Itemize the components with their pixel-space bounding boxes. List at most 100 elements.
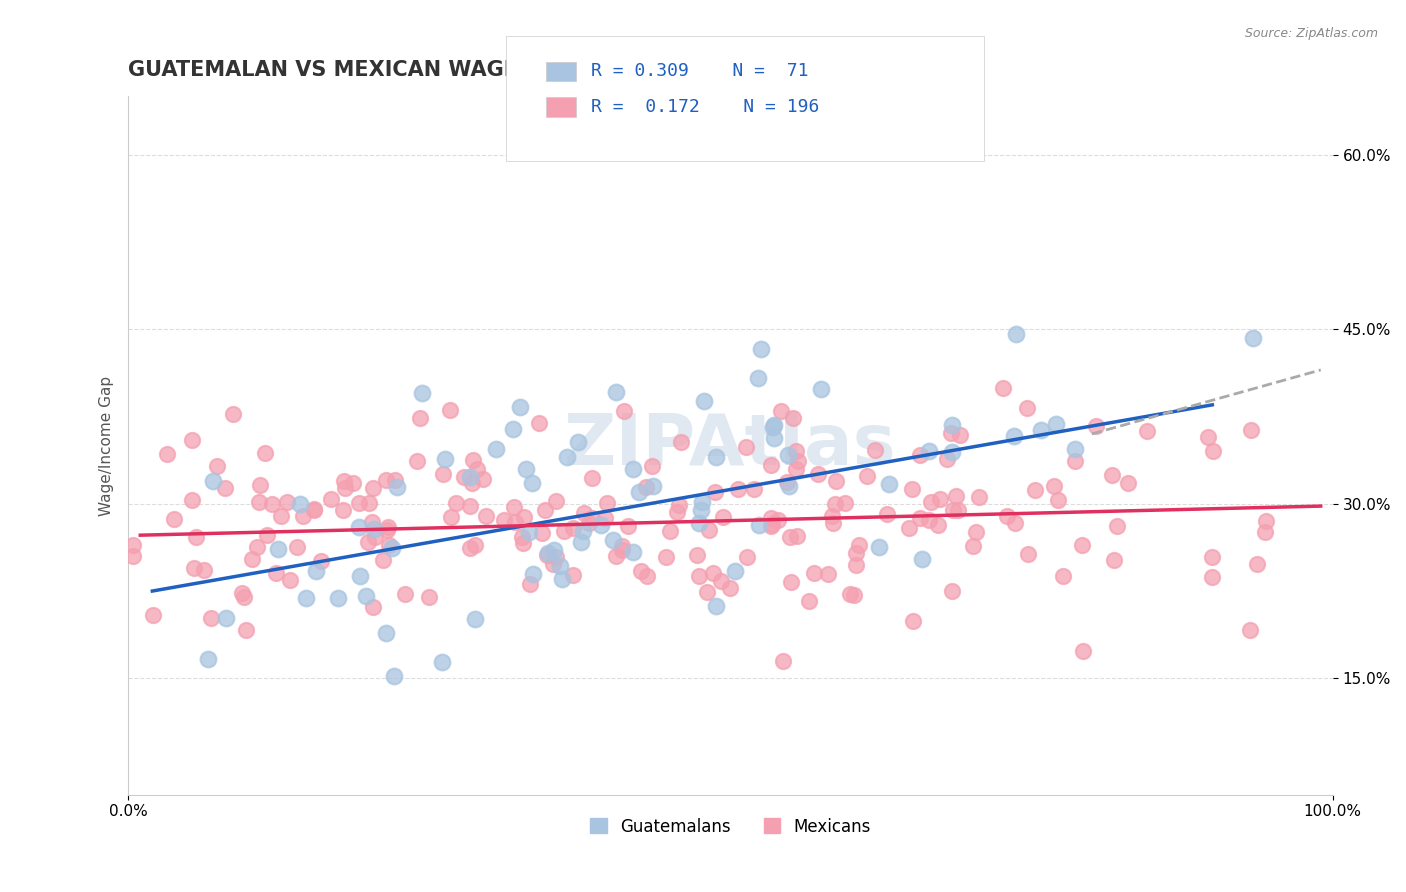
Mexicans	[759, 510, 782, 524]
Mexicans	[1239, 623, 1261, 637]
Mexicans	[363, 600, 385, 615]
Mexicans	[527, 417, 550, 431]
Mexicans	[458, 499, 481, 513]
Mexicans	[513, 510, 536, 524]
Mexicans	[759, 519, 782, 533]
Mexicans	[200, 611, 222, 625]
Guatemalans	[464, 612, 486, 626]
Guatemalans	[354, 590, 377, 604]
Mexicans	[1046, 492, 1069, 507]
Mexicans	[610, 539, 633, 553]
Guatemalans	[690, 503, 713, 517]
Mexicans	[302, 501, 325, 516]
Mexicans	[761, 516, 783, 531]
Guatemalans	[1045, 417, 1067, 432]
Guatemalans	[288, 497, 311, 511]
Guatemalans	[591, 518, 613, 533]
Text: R = 0.309    N =  71: R = 0.309 N = 71	[591, 62, 808, 80]
Guatemalans	[918, 443, 941, 458]
Text: R =  0.172    N = 196: R = 0.172 N = 196	[591, 98, 818, 116]
Mexicans	[541, 558, 564, 572]
Mexicans	[863, 443, 886, 458]
Mexicans	[616, 519, 638, 533]
Mexicans	[242, 552, 264, 566]
Mexicans	[394, 587, 416, 601]
Mexicans	[1240, 423, 1263, 437]
Mexicans	[492, 513, 515, 527]
Guatemalans	[543, 543, 565, 558]
Mexicans	[465, 462, 488, 476]
Mexicans	[444, 496, 467, 510]
Mexicans	[596, 496, 619, 510]
Mexicans	[776, 475, 799, 489]
Guatemalans	[381, 541, 404, 556]
Guatemalans	[569, 535, 592, 549]
Mexicans	[799, 594, 821, 608]
Mexicans	[581, 511, 603, 525]
Mexicans	[856, 468, 879, 483]
Mexicans	[766, 513, 789, 527]
Mexicans	[121, 538, 143, 552]
Mexicans	[578, 516, 600, 531]
Mexicans	[782, 410, 804, 425]
Guatemalans	[485, 442, 508, 456]
Mexicans	[285, 540, 308, 554]
Guatemalans	[941, 417, 963, 432]
Guatemalans	[522, 566, 544, 581]
Mexicans	[409, 411, 432, 425]
Mexicans	[785, 444, 807, 458]
Guatemalans	[621, 462, 644, 476]
Mexicans	[668, 498, 690, 512]
Mexicans	[1136, 425, 1159, 439]
Mexicans	[181, 434, 204, 448]
Guatemalans	[382, 669, 405, 683]
Mexicans	[935, 452, 957, 467]
Guatemalans	[688, 516, 710, 531]
Mexicans	[453, 470, 475, 484]
Mexicans	[121, 549, 143, 564]
Mexicans	[181, 492, 204, 507]
Mexicans	[838, 587, 860, 601]
Guatemalans	[305, 564, 328, 578]
Guatemalans	[724, 564, 747, 578]
Mexicans	[363, 481, 385, 495]
Mexicans	[1071, 644, 1094, 658]
Mexicans	[530, 525, 553, 540]
Mexicans	[471, 472, 494, 486]
Mexicans	[780, 574, 803, 589]
Mexicans	[1101, 468, 1123, 483]
Guatemalans	[572, 524, 595, 538]
Mexicans	[702, 566, 724, 580]
Mexicans	[610, 543, 633, 558]
Mexicans	[605, 549, 627, 564]
Mexicans	[333, 481, 356, 495]
Guatemalans	[502, 422, 524, 436]
Mexicans	[561, 568, 583, 582]
Guatemalans	[326, 591, 349, 605]
Guatemalans	[517, 524, 540, 539]
Mexicans	[260, 497, 283, 511]
Mexicans	[1253, 524, 1275, 539]
Mexicans	[280, 573, 302, 587]
Mexicans	[908, 448, 931, 462]
Mexicans	[995, 509, 1018, 524]
Mexicans	[332, 503, 354, 517]
Mexicans	[270, 508, 292, 523]
Mexicans	[665, 505, 688, 519]
Mexicans	[824, 474, 846, 488]
Guatemalans	[460, 470, 482, 484]
Guatemalans	[776, 448, 799, 462]
Mexicans	[464, 539, 486, 553]
Mexicans	[1102, 552, 1125, 566]
Mexicans	[418, 590, 440, 604]
Mexicans	[735, 550, 758, 565]
Mexicans	[222, 407, 245, 421]
Mexicans	[769, 404, 792, 418]
Mexicans	[703, 485, 725, 500]
Mexicans	[254, 445, 277, 459]
Guatemalans	[690, 495, 713, 509]
Guatemalans	[749, 342, 772, 356]
Guatemalans	[434, 451, 457, 466]
Mexicans	[898, 521, 921, 535]
Mexicans	[214, 481, 236, 495]
